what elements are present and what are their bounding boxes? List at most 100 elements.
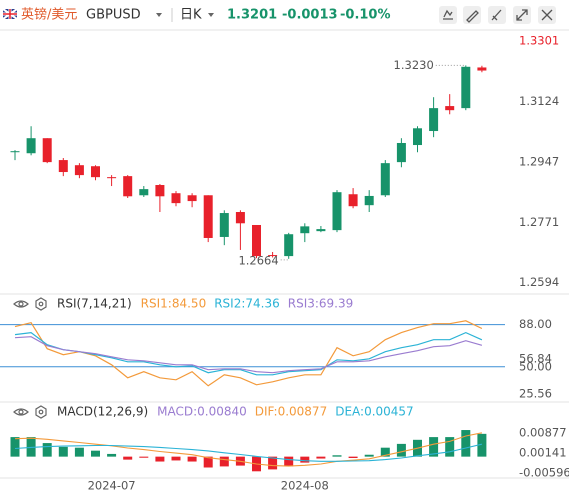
candle-body <box>413 128 422 146</box>
toolbar <box>439 6 556 24</box>
legend-entry: RSI1:84.50 <box>141 297 207 311</box>
candle-body <box>42 138 52 163</box>
toolbar-button[interactable] <box>488 6 506 24</box>
candle-body <box>235 212 245 224</box>
macd-bar <box>316 456 326 459</box>
legend-entry: DIF:0.00877 <box>255 405 327 419</box>
macd-bar <box>42 443 52 457</box>
low-label: 1.2664 <box>238 253 278 267</box>
settings-icon[interactable] <box>35 297 47 311</box>
macd-bar <box>219 456 229 467</box>
legend-entry: RSI2:74.36 <box>214 297 280 311</box>
dropdown-icon[interactable] <box>208 13 214 17</box>
candle-body <box>364 195 374 206</box>
macd-bar <box>461 430 471 457</box>
last-price: 1.3201 <box>227 8 277 23</box>
toolbar-button[interactable] <box>463 6 481 24</box>
candle-body <box>300 226 310 234</box>
settings-icon[interactable] <box>35 405 47 419</box>
instrument-name: 英镑/美元 <box>21 7 77 23</box>
toolbar-button[interactable] <box>439 6 457 24</box>
macd-bar <box>10 437 20 457</box>
macd-bar <box>429 437 439 457</box>
candle-body <box>26 138 36 154</box>
candle-body <box>445 106 455 111</box>
candle-body <box>429 108 439 132</box>
candle-body <box>107 177 117 179</box>
candle-body <box>461 66 471 109</box>
symbol[interactable]: GBPUSD <box>86 8 141 23</box>
y-tick-label: 1.2947 <box>519 155 559 169</box>
candle-body <box>139 189 149 196</box>
macd-bar <box>107 453 117 457</box>
legend-entry: RSI3:69.39 <box>288 297 354 311</box>
macd-bar <box>300 456 310 463</box>
candle-body <box>203 195 213 238</box>
panel-title: RSI(7,14,21) <box>57 297 132 311</box>
candle-body <box>284 234 294 257</box>
y-tick-label: 1.2771 <box>519 215 559 229</box>
macd-bar <box>74 447 84 457</box>
price-change: -0.0013 <box>282 8 338 23</box>
rsi-line <box>14 331 483 376</box>
candle-body <box>155 185 165 197</box>
candle-body <box>332 192 342 231</box>
macd-bar <box>123 456 133 460</box>
macd-bar <box>268 456 278 470</box>
macd-bar <box>284 456 294 467</box>
candle-body <box>58 160 68 173</box>
candle-body <box>171 193 181 204</box>
candle-body <box>74 165 84 176</box>
macd-bar <box>396 443 406 457</box>
candle-body <box>187 195 197 202</box>
candles <box>10 65 487 259</box>
macd-bar <box>332 455 342 457</box>
candle-body <box>396 142 406 163</box>
rsi-line <box>14 320 483 387</box>
macd-bar <box>58 446 68 457</box>
y-tick-label: 0.00141 <box>519 445 567 459</box>
toolbar-button[interactable] <box>538 6 556 24</box>
eye-icon[interactable] <box>13 300 29 308</box>
high-label: 1.3230 <box>394 58 434 72</box>
candle-body <box>10 151 20 153</box>
panel-title: MACD(12,26,9) <box>57 405 148 419</box>
macd-bar <box>203 456 213 468</box>
x-tick-label: 2024-08 <box>281 479 329 493</box>
candle-body <box>348 194 358 207</box>
macd-bar <box>171 456 181 461</box>
y-tick-label: 0.00877 <box>519 425 567 439</box>
legend-entry: DEA:0.00457 <box>335 405 414 419</box>
toolbar-button[interactable] <box>513 6 531 24</box>
price-change-pct: -0.10% <box>340 8 391 23</box>
y-tick-label: 50.00 <box>519 359 552 373</box>
y-tick-label: 1.3301 <box>519 34 559 48</box>
y-tick-label: 1.3124 <box>519 94 559 108</box>
macd-line <box>14 432 483 467</box>
period[interactable]: 日K <box>180 8 202 23</box>
flag-icon <box>2 8 18 20</box>
candle-body <box>380 163 390 196</box>
y-tick-label: 25.56 <box>519 386 552 400</box>
legend-entry: MACD:0.00840 <box>157 405 247 419</box>
x-tick-label: 2024-07 <box>88 479 136 493</box>
candle-body <box>316 229 326 232</box>
macd-bar <box>445 437 455 457</box>
candle-body <box>268 255 278 257</box>
macd-bar <box>187 456 197 462</box>
candle-body <box>219 213 229 237</box>
macd-bar <box>155 456 165 462</box>
panel-icons <box>13 297 47 419</box>
dropdown-icon[interactable] <box>156 13 162 17</box>
macd-line <box>14 443 483 462</box>
eye-icon[interactable] <box>13 408 29 416</box>
macd-bar <box>380 447 390 457</box>
y-tick-label: 88.00 <box>519 317 552 331</box>
macd-bar <box>91 450 100 457</box>
macd-bar <box>139 456 149 458</box>
y-tick-label: 1.2594 <box>519 275 559 289</box>
candle-body <box>91 166 100 178</box>
header: 英镑/美元 GBPUSD 日K 1.3201 -0.0013 -0.10% <box>2 6 556 24</box>
